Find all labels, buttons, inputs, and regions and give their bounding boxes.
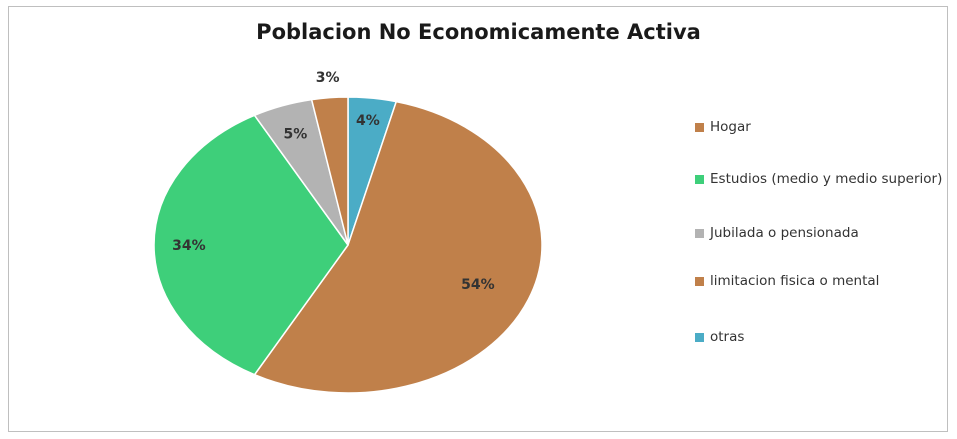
data-label-3-percent: 3% (316, 70, 340, 86)
chart-title: Poblacion No Economicamente Activa (256, 20, 701, 44)
legend-item: limitacion fisica o mental (695, 272, 945, 291)
legend-label: Estudios (medio y medio superior) (710, 171, 943, 187)
legend-swatch (695, 123, 704, 132)
legend-label: Hogar (710, 119, 751, 135)
legend-swatch (695, 175, 704, 184)
legend-label: limitacion fisica o mental (710, 273, 880, 289)
legend-item: Jubilada o pensionada (695, 224, 945, 243)
pie-slice-hogar (253, 100, 543, 394)
data-label-54-percent: 54% (461, 277, 495, 293)
legend-swatch (695, 333, 704, 342)
data-label-5-percent: 5% (284, 127, 308, 143)
legend-swatch (695, 277, 704, 286)
legend-item: Estudios (medio y medio superior) (695, 170, 945, 189)
pie-slice-estudios-medio-y-medio-superior (153, 114, 349, 376)
data-label-34-percent: 34% (172, 238, 206, 254)
legend-swatch (695, 229, 704, 238)
legend-label: otras (710, 329, 745, 345)
pie-slice-limitacion-fisica-o-mental (310, 96, 349, 246)
data-label-4-percent: 4% (356, 113, 380, 129)
legend-item: Hogar (695, 118, 945, 137)
legend-item: otras (695, 328, 945, 347)
legend-label: Jubilada o pensionada (710, 225, 859, 241)
